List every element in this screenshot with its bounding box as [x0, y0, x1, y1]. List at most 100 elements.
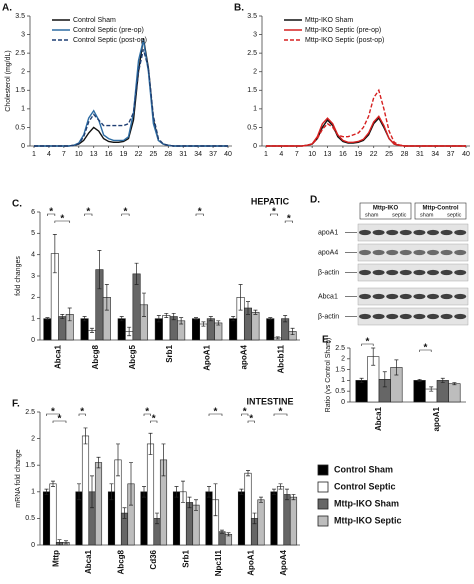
- error-bar: [142, 292, 146, 317]
- error-bar: [239, 488, 244, 495]
- significance-mark: *: [287, 214, 291, 225]
- bar: [244, 472, 252, 546]
- x-tick-label: Abcg5: [128, 344, 137, 369]
- significance-bracket: [269, 213, 279, 216]
- y-tick-label: 1.5: [15, 87, 25, 94]
- blot-band: [454, 313, 467, 320]
- bar: [218, 531, 226, 546]
- y-tick-label: 2: [253, 69, 257, 76]
- x-tick-label: 1: [32, 151, 36, 158]
- significance-bracket: [52, 420, 67, 423]
- x-tick-label: 1: [264, 151, 268, 158]
- legend-label: Mttp-IKO Septic: [334, 515, 402, 525]
- blot-band: [454, 229, 467, 236]
- error-bar: [417, 378, 422, 382]
- blot-band: [427, 249, 439, 256]
- bar: [270, 491, 278, 546]
- error-bar: [207, 486, 211, 498]
- error-bar: [156, 315, 161, 323]
- significance-mark: *: [249, 414, 253, 425]
- significance-bracket: [361, 343, 374, 346]
- legend-label: Mttp-IKO Sham: [305, 17, 353, 24]
- bar: [162, 315, 171, 341]
- x-tick-label: 13: [324, 151, 332, 158]
- x-tick-label: Abcg8: [91, 344, 100, 369]
- blot-band: [399, 249, 412, 256]
- error-bar: [90, 475, 94, 509]
- blot-band: [413, 229, 426, 236]
- bar: [283, 494, 291, 546]
- legend-swatch: [317, 515, 329, 527]
- blot-band: [372, 293, 385, 300]
- row-label: apoA4: [318, 249, 338, 256]
- bar: [436, 380, 449, 403]
- error-bar: [164, 312, 169, 318]
- blot-band: [413, 293, 426, 300]
- error-bar: [213, 483, 218, 517]
- blot-band: [427, 229, 439, 236]
- x-tick-label: 31: [416, 151, 424, 158]
- error-bar: [290, 327, 295, 336]
- row-label: Abca1: [318, 293, 338, 300]
- error-bar: [174, 486, 179, 498]
- condition-label: septic: [447, 212, 462, 218]
- error-bar: [77, 483, 81, 501]
- blot-band: [440, 293, 453, 300]
- blot-band: [427, 269, 439, 276]
- error-bar: [194, 499, 198, 511]
- x-tick-label: 40: [224, 151, 232, 158]
- x-tick-label: 19: [354, 151, 362, 158]
- error-bar: [246, 301, 250, 315]
- condition-label: sham: [420, 212, 434, 218]
- x-tick-label: 34: [194, 151, 202, 158]
- x-tick-label: Npc1l1: [214, 549, 223, 576]
- error-bar: [253, 309, 258, 315]
- y-tick-label: 0.5: [247, 124, 257, 131]
- error-bar: [285, 488, 289, 501]
- blot-band: [359, 313, 371, 320]
- error-bar: [208, 316, 213, 322]
- x-tick-label: 22: [370, 151, 378, 158]
- error-bar: [283, 315, 288, 323]
- y-tick-label: 1: [31, 489, 35, 496]
- x-tick-label: Abcb11: [277, 344, 286, 373]
- error-bar: [201, 321, 206, 327]
- blot-band: [386, 249, 399, 256]
- x-tick-label: 28: [401, 151, 409, 158]
- error-bar: [134, 262, 139, 285]
- y-tick-label: 1: [253, 106, 257, 113]
- blot-band: [413, 313, 426, 320]
- bar: [206, 318, 215, 341]
- x-tick-label: Abca1: [84, 549, 93, 574]
- error-bar: [83, 427, 88, 445]
- chart-title: HEPATIC: [251, 196, 290, 206]
- blot-band: [359, 293, 371, 300]
- y-tick-label: 0: [31, 542, 35, 549]
- bar: [43, 318, 52, 341]
- chart-title: INTESTINE: [246, 396, 293, 406]
- x-tick-label: 4: [47, 151, 51, 158]
- y-tick-label: 0.5: [15, 124, 25, 131]
- x-tick-label: apoA4: [239, 344, 248, 369]
- x-tick-label: Srb1: [165, 344, 174, 362]
- x-tick-label: 25: [385, 151, 393, 158]
- significance-mark: *: [272, 207, 276, 218]
- y-tick-label: 3: [21, 31, 25, 38]
- legend-swatch: [317, 498, 329, 510]
- error-bar: [109, 483, 114, 501]
- error-bar: [194, 317, 198, 321]
- significance-bracket: [419, 349, 432, 352]
- panel-letter: E.: [322, 335, 332, 346]
- significance-bracket: [208, 413, 223, 416]
- error-bar: [429, 386, 434, 392]
- x-tick-label: 37: [447, 151, 455, 158]
- blot-band: [399, 229, 412, 236]
- x-tick-label: 16: [339, 151, 347, 158]
- blot-band: [440, 229, 453, 236]
- bar: [185, 502, 194, 546]
- significance-mark: *: [80, 407, 84, 418]
- y-axis-label: Ratio (vs Control Sham): [325, 338, 332, 413]
- y-tick-label: 0: [341, 399, 345, 406]
- error-bar: [64, 540, 68, 545]
- significance-bracket: [150, 420, 158, 423]
